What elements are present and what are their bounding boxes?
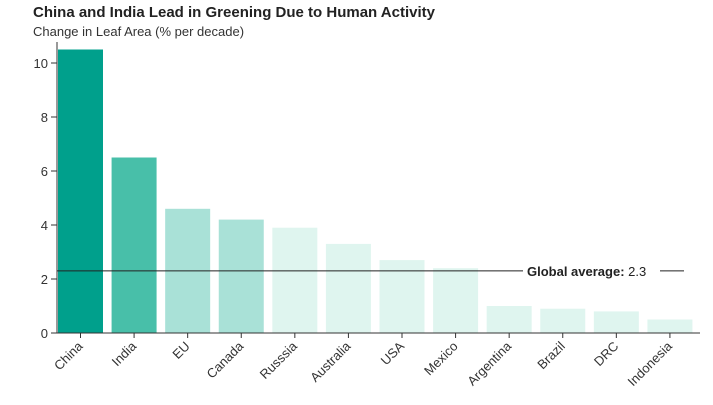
global-average-label: Global average: 2.3 <box>527 264 646 279</box>
x-tick-label: India <box>109 338 140 369</box>
global-average-label-value: 2.3 <box>625 264 647 279</box>
x-tick-label: Canada <box>204 338 247 381</box>
bar-china <box>58 49 103 333</box>
bar-australia <box>325 243 371 333</box>
y-axis: 0 2 4 6 8 10 <box>34 42 58 341</box>
y-tick-label: 4 <box>41 218 48 233</box>
reference-line-group: Global average: 2.3 <box>57 264 684 279</box>
x-axis: China India EU Canada Russsia Australia USA Mex… <box>51 332 700 389</box>
x-tick-label: Brazil <box>534 338 568 372</box>
bar-argentina <box>486 306 532 333</box>
x-tick-label: USA <box>378 338 408 368</box>
x-tick-label: Argentina <box>464 338 515 389</box>
y-tick-label: 2 <box>41 272 48 287</box>
bar-usa <box>379 260 425 333</box>
bar-indonesia <box>647 319 693 333</box>
x-tick-label: Indonesia <box>625 338 676 389</box>
bar-drc <box>593 311 639 333</box>
bar-india <box>111 157 157 333</box>
y-tick-label: 8 <box>41 110 48 125</box>
bar-canada <box>218 219 264 333</box>
y-tick-label: 6 <box>41 164 48 179</box>
x-tick-label: China <box>51 338 86 373</box>
x-tick-label: EU <box>169 339 192 362</box>
bar-brazil <box>540 308 586 333</box>
chart-subtitle: Change in Leaf Area (% per decade) <box>33 24 245 39</box>
y-tick-label: 10 <box>34 56 48 71</box>
x-tick-label: Australia <box>307 338 354 385</box>
global-average-label-bold: Global average: <box>527 264 625 279</box>
bars-group <box>58 49 693 333</box>
x-tick-label: Russsia <box>257 338 301 382</box>
bar-mexico <box>433 268 479 333</box>
y-tick-label: 0 <box>41 326 48 341</box>
chart-title: China and India Lead in Greening Due to … <box>33 4 435 21</box>
bar-russsia <box>272 227 318 333</box>
x-tick-label: DRC <box>591 339 622 370</box>
x-tick-label: Mexico <box>421 339 461 379</box>
